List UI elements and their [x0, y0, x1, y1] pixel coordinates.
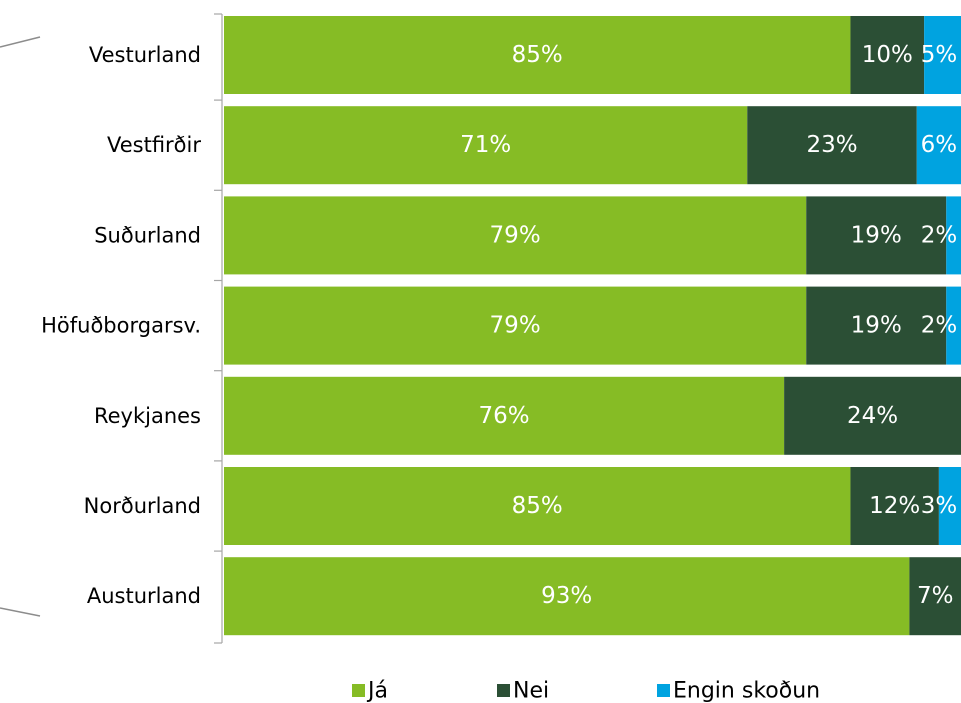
data-label-ja-nordurland: 85% — [512, 493, 563, 519]
legend-swatch-nei — [497, 684, 510, 697]
data-label-ja-hofudborgarsv: 79% — [490, 313, 541, 339]
bar-nei-nordurland — [850, 467, 939, 545]
data-label-engin-skodun-vestfirdir: 6% — [921, 132, 958, 158]
bar-ja-austurland — [224, 557, 910, 636]
data-label-ja-reykjanes: 76% — [478, 403, 529, 429]
bar-ja-sudurland — [224, 196, 807, 275]
data-label-ja-vesturland: 85% — [512, 42, 563, 68]
bar-nei-vesturland — [850, 16, 925, 94]
data-label-engin-skodun-sudurland: 2% — [921, 222, 958, 248]
category-label-reykjanes: Reykjanes — [94, 404, 201, 428]
category-label-austurland: Austurland — [87, 584, 201, 608]
category-label-sudurland: Suðurland — [94, 223, 201, 247]
data-label-engin-skodun-vesturland: 5% — [921, 42, 958, 68]
bar-engin-skodun-sudurland — [946, 196, 961, 275]
data-label-ja-vestfirdir: 71% — [460, 132, 511, 158]
data-label-nei-vestfirdir: 23% — [806, 132, 857, 158]
chart-decorations — [0, 36, 41, 617]
bar-engin-skodun-vesturland — [924, 16, 961, 94]
bars-layer — [224, 16, 961, 636]
bar-nei-austurland — [909, 557, 961, 636]
bar-ja-vesturland — [224, 16, 851, 94]
category-axis: Vesturland Vestfirðir Suðurland Höfuðborgar… — [41, 13, 223, 644]
bar-engin-skodun-nordurland — [938, 467, 961, 545]
bar-nei-reykjanes — [784, 376, 961, 455]
bar-ja-hofudborgarsv — [224, 286, 807, 365]
callout-line-bottom — [0, 607, 41, 617]
bar-ja-vestfirdir — [224, 106, 748, 185]
bar-engin-skodun-vestfirdir — [916, 106, 961, 185]
category-label-nordurland: Norðurland — [84, 494, 201, 518]
category-label-hofudborgarsv: Höfuðborgarsv. — [41, 314, 201, 338]
legend-label-engin-skodun: Engin skoðun — [673, 679, 820, 703]
bar-engin-skodun-hofudborgarsv — [946, 286, 961, 365]
data-label-ja-austurland: 93% — [541, 583, 592, 609]
data-label-nei-hofudborgarsv: 19% — [851, 313, 902, 339]
category-label-vesturland: Vesturland — [89, 43, 201, 67]
data-label-nei-sudurland: 19% — [851, 222, 902, 248]
data-label-engin-skodun-hofudborgarsv: 2% — [921, 313, 958, 339]
bar-nei-vestfirdir — [747, 106, 917, 185]
legend-label-nei: Nei — [513, 679, 549, 703]
data-label-engin-skodun-nordurland: 3% — [921, 493, 958, 519]
legend: Já Nei Engin skoðun — [352, 679, 820, 703]
data-label-nei-austurland: 7% — [917, 583, 954, 609]
legend-label-ja: Já — [366, 679, 388, 703]
data-label-ja-sudurland: 79% — [490, 222, 541, 248]
bar-nei-hofudborgarsv — [806, 286, 947, 365]
bar-nei-sudurland — [806, 196, 947, 275]
bar-ja-reykjanes — [224, 376, 785, 455]
category-label-vestfirdir: Vestfirðir — [107, 133, 201, 157]
data-label-nei-nordurland: 12% — [869, 493, 920, 519]
callout-line-top — [0, 36, 41, 48]
legend-swatch-engin-skodun — [657, 684, 670, 697]
data-label-nei-vesturland: 10% — [862, 42, 913, 68]
data-labels-layer: 85% 10% 5% 71% 23% 6% 79% 19% 2% 79% 19% 2% 76% 24% 85… — [460, 42, 957, 609]
legend-swatch-ja — [352, 684, 365, 697]
bar-ja-nordurland — [224, 467, 851, 545]
data-label-nei-reykjanes: 24% — [847, 403, 898, 429]
